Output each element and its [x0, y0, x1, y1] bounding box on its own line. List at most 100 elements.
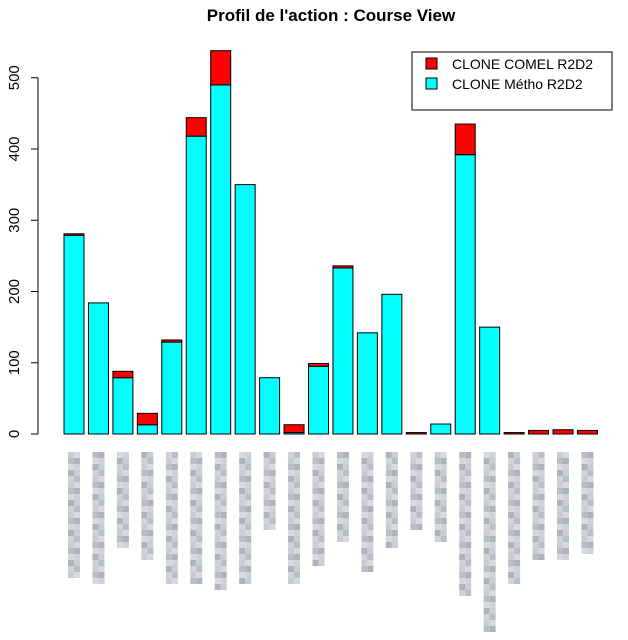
pixel-block — [367, 458, 374, 464]
pixel-block — [508, 572, 515, 578]
pixel-block — [483, 494, 490, 500]
pixel-block — [263, 512, 270, 518]
pixel-block — [220, 512, 227, 518]
pixel-block — [214, 566, 221, 572]
pixel-block — [367, 524, 374, 530]
pixel-block — [147, 470, 154, 476]
pixel-block — [116, 518, 123, 524]
pixel-block — [532, 482, 539, 488]
pixel-block — [122, 464, 129, 470]
pixel-block — [538, 548, 545, 554]
pixel-block — [361, 470, 368, 476]
pixel-block — [465, 512, 472, 518]
pixel-block — [245, 524, 252, 530]
pixel-block — [361, 542, 368, 548]
pixel-block — [294, 548, 301, 554]
pixel-block — [557, 524, 563, 530]
pixel-block — [581, 488, 588, 494]
pixel-block — [220, 494, 227, 500]
pixel-block — [220, 470, 227, 476]
pixel-block — [220, 542, 227, 548]
pixel-block — [190, 476, 197, 482]
pixel-block — [116, 512, 123, 518]
pixel-block — [318, 530, 325, 536]
pixel-block — [196, 488, 203, 494]
pixel-block — [361, 494, 368, 500]
pixel-block — [98, 506, 105, 512]
pixel-block — [68, 500, 74, 506]
pixel-block — [336, 470, 343, 476]
pixel-block — [514, 494, 521, 500]
pixel-block — [563, 542, 569, 548]
pixel-block — [196, 500, 203, 506]
pixel-block — [538, 506, 545, 512]
pixel-block — [508, 506, 515, 512]
pixel-block — [196, 518, 203, 524]
pixel-block — [440, 500, 447, 506]
pixel-block — [68, 530, 74, 536]
pixel-block — [196, 494, 203, 500]
pixel-block — [581, 464, 588, 470]
pixel-block — [361, 476, 368, 482]
pixel-block — [391, 452, 398, 458]
pixel-block — [171, 578, 178, 584]
pixel-block — [165, 506, 172, 512]
pixel-block — [220, 464, 227, 470]
pixel-block — [171, 524, 178, 530]
pixel-block — [367, 482, 374, 488]
pixel-block — [385, 500, 392, 506]
y-tick-label: 500 — [6, 65, 23, 90]
pixel-block — [98, 548, 105, 554]
pixel-block — [220, 536, 227, 542]
pixel-block — [74, 554, 80, 560]
pixel-block — [587, 518, 594, 524]
pixel-block — [514, 536, 521, 542]
pixel-block — [245, 506, 252, 512]
pixel-block — [147, 464, 154, 470]
pixel-block — [288, 548, 295, 554]
bar-metho-r2d2 — [332, 267, 354, 435]
pixel-block — [288, 500, 295, 506]
pixel-block — [288, 554, 295, 560]
pixel-block — [440, 506, 447, 512]
pixel-block — [92, 530, 99, 536]
pixel-block — [489, 500, 496, 506]
pixel-block — [147, 536, 154, 542]
pixel-block — [514, 482, 521, 488]
pixel-block — [581, 512, 588, 518]
pixel-block — [171, 506, 178, 512]
pixel-block — [538, 530, 545, 536]
pixel-block — [147, 542, 154, 548]
pixel-block — [342, 524, 349, 530]
pixel-block — [587, 530, 594, 536]
pixel-block — [557, 452, 563, 458]
pixel-block — [483, 614, 490, 620]
pixel-block — [239, 488, 246, 494]
pixel-block — [165, 524, 172, 530]
pixel-block — [434, 494, 441, 500]
pixel-block — [116, 524, 123, 530]
pixel-block — [141, 506, 148, 512]
pixel-block — [116, 458, 123, 464]
pixel-block — [434, 470, 441, 476]
pixel-block — [288, 464, 295, 470]
pixel-block — [465, 488, 472, 494]
pixel-block — [147, 548, 154, 554]
pixel-block — [563, 470, 569, 476]
pixel-block — [294, 500, 301, 506]
pixel-block — [440, 482, 447, 488]
pixel-block — [122, 458, 129, 464]
pixel-block — [557, 536, 563, 542]
pixel-block — [532, 476, 539, 482]
pixel-block — [563, 476, 569, 482]
pixel-block — [269, 482, 276, 488]
pixel-block — [581, 506, 588, 512]
pixel-block — [74, 560, 80, 566]
pixel-block — [196, 542, 203, 548]
pixel-block — [459, 470, 466, 476]
pixel-block — [459, 590, 466, 596]
pixel-block — [245, 482, 252, 488]
pixel-block — [465, 572, 472, 578]
pixel-block — [336, 536, 343, 542]
pixel-block — [538, 488, 545, 494]
